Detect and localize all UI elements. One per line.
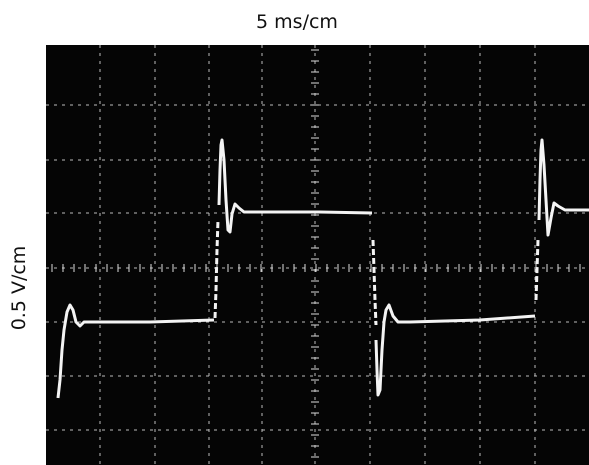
scope-capture: 5 ms/cm 0.5 V/cm xyxy=(0,0,589,465)
time-scale-label: 5 ms/cm xyxy=(256,11,338,33)
voltage-scale-label: 0.5 V/cm xyxy=(8,246,30,331)
page: 5 ms/cm 0.5 V/cm (() => { const data = J… xyxy=(0,0,589,465)
